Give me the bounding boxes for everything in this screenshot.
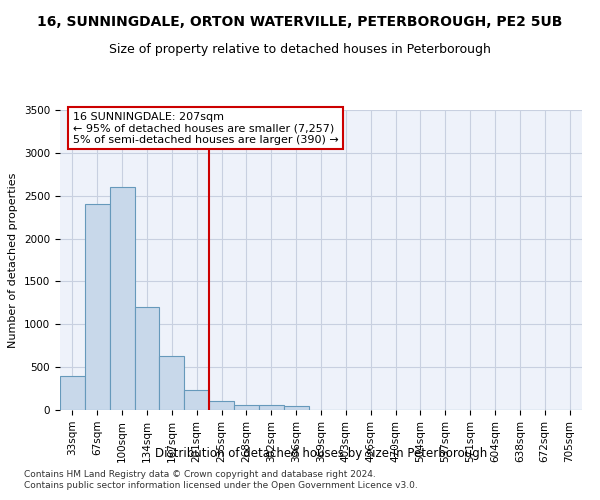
Text: 16 SUNNINGDALE: 207sqm
← 95% of detached houses are smaller (7,257)
5% of semi-d: 16 SUNNINGDALE: 207sqm ← 95% of detached… bbox=[73, 112, 338, 145]
Bar bbox=[85, 204, 110, 410]
Bar bbox=[60, 376, 85, 410]
Bar bbox=[134, 307, 160, 410]
Text: 16, SUNNINGDALE, ORTON WATERVILLE, PETERBOROUGH, PE2 5UB: 16, SUNNINGDALE, ORTON WATERVILLE, PETER… bbox=[37, 15, 563, 29]
Text: Size of property relative to detached houses in Peterborough: Size of property relative to detached ho… bbox=[109, 42, 491, 56]
Y-axis label: Number of detached properties: Number of detached properties bbox=[8, 172, 19, 348]
Bar bbox=[284, 406, 308, 410]
Bar bbox=[234, 404, 259, 410]
Bar bbox=[160, 356, 184, 410]
Text: Contains HM Land Registry data © Crown copyright and database right 2024.: Contains HM Land Registry data © Crown c… bbox=[24, 470, 376, 479]
Bar bbox=[209, 402, 234, 410]
Bar bbox=[259, 406, 284, 410]
Bar bbox=[184, 390, 209, 410]
Text: Distribution of detached houses by size in Peterborough: Distribution of detached houses by size … bbox=[155, 448, 487, 460]
Bar bbox=[110, 187, 134, 410]
Text: Contains public sector information licensed under the Open Government Licence v3: Contains public sector information licen… bbox=[24, 481, 418, 490]
